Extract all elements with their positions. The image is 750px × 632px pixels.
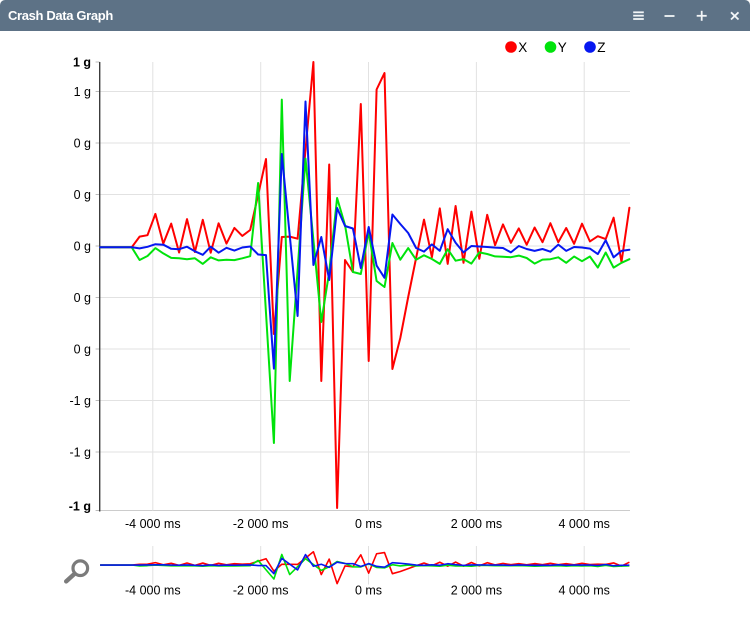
svg-text:0 g: 0 g <box>74 188 91 202</box>
svg-text:1 g: 1 g <box>73 56 91 70</box>
svg-text:-1 g: -1 g <box>69 500 91 514</box>
svg-text:1 g: 1 g <box>74 85 91 99</box>
svg-text:-2 000 ms: -2 000 ms <box>233 584 289 598</box>
svg-text:-2 000 ms: -2 000 ms <box>233 517 289 531</box>
svg-text:0 g: 0 g <box>74 343 91 357</box>
svg-text:0 g: 0 g <box>74 291 91 305</box>
svg-text:-1 g: -1 g <box>69 394 91 408</box>
svg-text:Y: Y <box>558 40 567 55</box>
svg-text:X: X <box>518 40 527 55</box>
svg-text:0 ms: 0 ms <box>355 584 382 598</box>
svg-text:4 000 ms: 4 000 ms <box>558 584 609 598</box>
svg-text:4 000 ms: 4 000 ms <box>558 517 609 531</box>
svg-text:-4 000 ms: -4 000 ms <box>125 517 181 531</box>
svg-text:Z: Z <box>597 40 605 55</box>
svg-text:-1 g: -1 g <box>69 446 91 460</box>
svg-text:-4 000 ms: -4 000 ms <box>125 584 181 598</box>
svg-text:0 ms: 0 ms <box>355 517 382 531</box>
svg-text:2 000 ms: 2 000 ms <box>451 584 502 598</box>
svg-text:0 g: 0 g <box>74 240 91 254</box>
svg-text:0 g: 0 g <box>74 137 91 151</box>
svg-text:2 000 ms: 2 000 ms <box>451 517 502 531</box>
